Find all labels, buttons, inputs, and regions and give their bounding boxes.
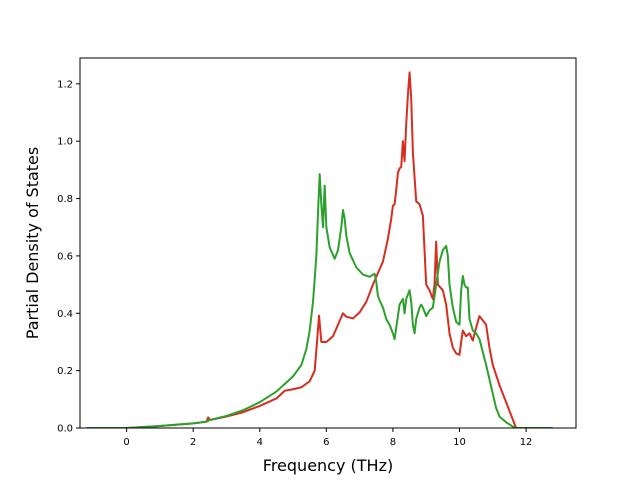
y-tick-label: 1.2 — [57, 79, 73, 90]
series-line-2 — [86, 173, 553, 428]
x-tick-label: 0 — [123, 437, 129, 448]
x-tick-label: 8 — [390, 437, 396, 448]
y-tick-label: 1.0 — [57, 137, 73, 148]
x-tick-label: 2 — [190, 437, 196, 448]
series-line-1 — [86, 71, 553, 428]
y-axis-title: Partial Density of States — [23, 147, 42, 339]
y-tick-label: 0.2 — [57, 366, 73, 377]
y-tick-label: 0.8 — [57, 194, 73, 205]
x-tick-label: 6 — [323, 437, 329, 448]
y-tick-label: 0.4 — [57, 309, 73, 320]
plot-area-frame — [79, 57, 577, 429]
x-tick-label: 10 — [453, 437, 466, 448]
x-tick-label: 12 — [520, 437, 533, 448]
series-layer — [86, 71, 553, 428]
y-tick-label: 0.0 — [57, 424, 73, 435]
x-axis-title: Frequency (THz) — [263, 456, 393, 475]
y-axis: 0.0 0.2 0.4 0.6 0.8 1.0 1.2 — [57, 79, 80, 435]
y-tick-label: 0.6 — [57, 251, 73, 262]
x-tick-label: 4 — [257, 437, 263, 448]
x-axis: 0 2 4 6 8 10 12 — [123, 428, 532, 448]
